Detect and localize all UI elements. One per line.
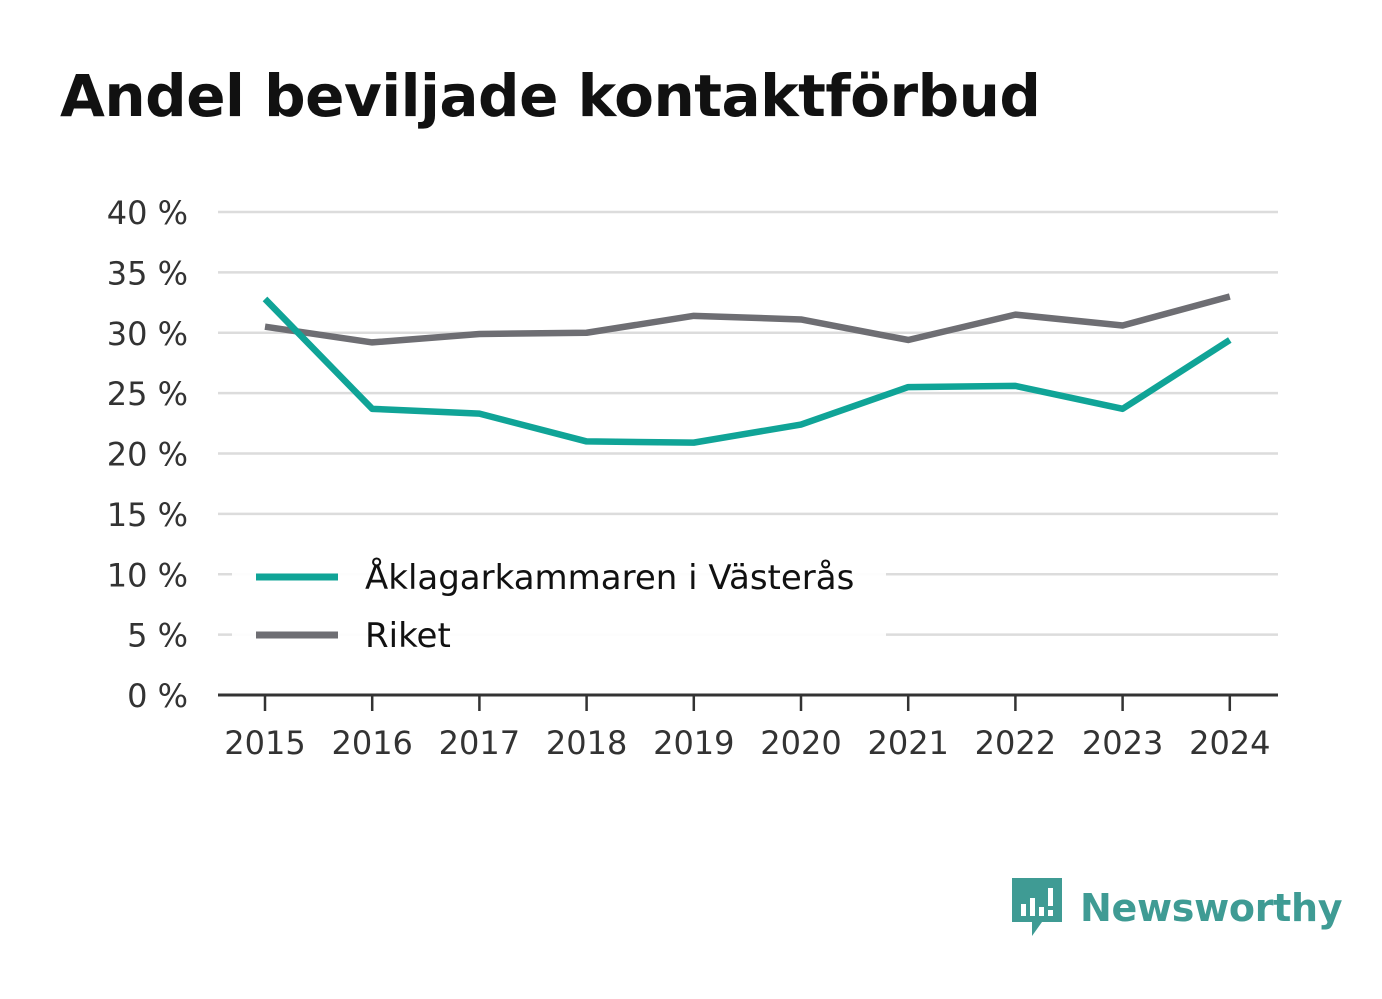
y-axis-ticks: 0 % 5 % 10 % 15 % 20 % 25 % 30 % 35 % 40 % bbox=[107, 194, 188, 715]
legend-label: Åklagarkammaren i Västerås bbox=[365, 557, 854, 598]
newsworthy-logo: Newsworthy bbox=[1012, 878, 1343, 938]
legend: Åklagarkammaren i Västerås Riket bbox=[232, 542, 886, 656]
newsworthy-logo-icon bbox=[1012, 878, 1062, 936]
y-tick-label: 0 % bbox=[127, 677, 188, 715]
x-tick-label: 2023 bbox=[1082, 724, 1163, 762]
y-tick-label: 30 % bbox=[107, 315, 188, 353]
y-tick-label: 15 % bbox=[107, 496, 188, 534]
y-tick-label: 40 % bbox=[107, 194, 188, 232]
legend-label: Riket bbox=[365, 616, 451, 656]
x-tick-label: 2022 bbox=[975, 724, 1056, 762]
x-tick-label: 2018 bbox=[546, 724, 627, 762]
x-tick-label: 2016 bbox=[331, 724, 412, 762]
series-line-1 bbox=[264, 293, 1231, 346]
legend-background bbox=[232, 542, 886, 654]
y-tick-label: 35 % bbox=[107, 254, 188, 292]
chart-title: Andel beviljade kontaktförbud bbox=[60, 62, 1041, 130]
y-tick-label: 10 % bbox=[107, 556, 188, 594]
x-tick-label: 2019 bbox=[653, 724, 734, 762]
y-tick-label: 20 % bbox=[107, 436, 188, 474]
brand-name: Newsworthy bbox=[1080, 886, 1343, 930]
x-tick-label: 2021 bbox=[867, 724, 948, 762]
x-tick-label: 2015 bbox=[224, 724, 305, 762]
series-line-0 bbox=[262, 296, 1232, 446]
x-tick-label: 2020 bbox=[760, 724, 841, 762]
x-tick-label: 2024 bbox=[1189, 724, 1270, 762]
x-axis: 2015 2016 2017 2018 2019 2020 2021 2022 2023 2024 bbox=[218, 693, 1278, 762]
series-lines bbox=[262, 293, 1232, 446]
y-tick-label: 5 % bbox=[127, 617, 188, 655]
y-tick-label: 25 % bbox=[107, 375, 188, 413]
x-tick-label: 2017 bbox=[439, 724, 520, 762]
